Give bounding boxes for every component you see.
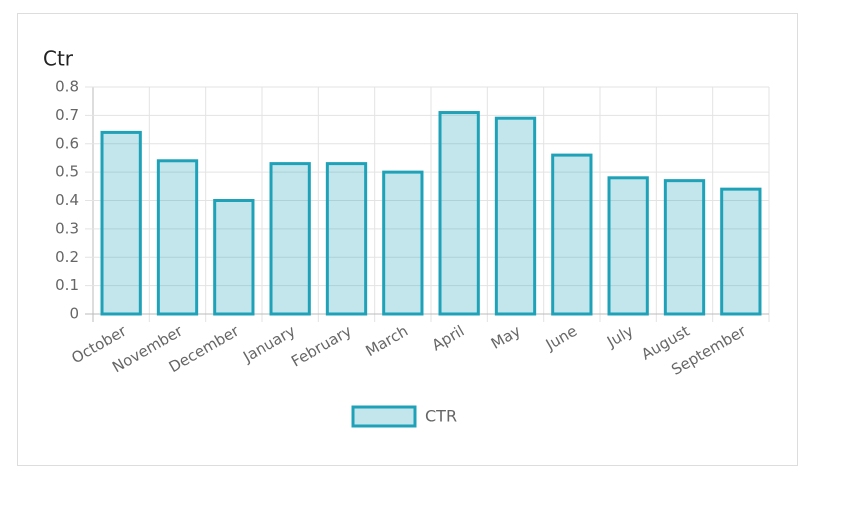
bar — [551, 153, 593, 316]
y-tick-label: 0.3 — [55, 219, 79, 237]
x-tick-label: May — [488, 322, 524, 353]
y-tick-label: 0.1 — [55, 276, 79, 294]
chart-card — [17, 13, 798, 466]
legend-label: CTR — [425, 407, 457, 426]
chart-title: Ctr — [43, 47, 74, 71]
x-tick-label: June — [542, 322, 580, 354]
y-tick-label: 0.7 — [55, 106, 79, 124]
bar — [269, 162, 311, 316]
x-tick-label: January — [239, 322, 298, 367]
bar — [382, 170, 424, 316]
x-tick-label: July — [603, 322, 636, 352]
x-tick-label: March — [362, 322, 411, 360]
bar — [494, 116, 537, 316]
bar — [100, 130, 142, 316]
x-tick-label: February — [288, 322, 355, 371]
bar — [213, 199, 255, 316]
y-tick-label: 0.8 — [55, 78, 79, 96]
legend-swatch — [351, 405, 417, 428]
bar — [438, 111, 480, 316]
bar — [720, 187, 762, 316]
bar — [663, 179, 706, 316]
y-tick-label: 0.5 — [55, 163, 79, 181]
x-tick-label: April — [429, 322, 468, 355]
y-tick-label: 0 — [69, 305, 79, 323]
y-tick-label: 0.2 — [55, 248, 79, 266]
bar — [325, 162, 368, 316]
y-tick-label: 0.4 — [55, 191, 79, 209]
bar — [156, 159, 199, 316]
bar — [607, 176, 649, 316]
y-tick-label: 0.6 — [55, 134, 79, 152]
